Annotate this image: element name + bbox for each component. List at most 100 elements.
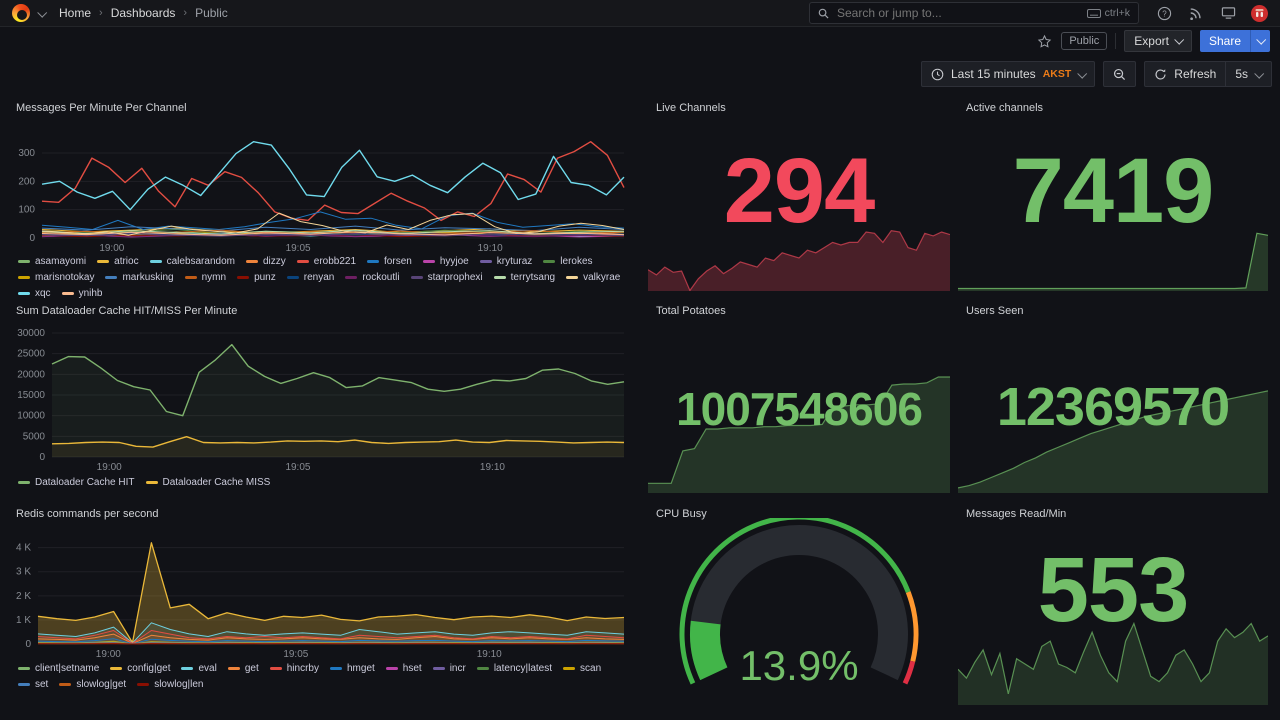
legend-item-hset[interactable]: hset xyxy=(385,662,422,675)
legend-item-get[interactable]: get xyxy=(227,662,259,675)
breadcrumb-home[interactable]: Home xyxy=(59,6,92,20)
shortcut-hint: ctrl+k xyxy=(1086,7,1130,19)
legend-item-punz[interactable]: punz xyxy=(237,271,276,284)
panel-title[interactable]: Messages Per Minute Per Channel xyxy=(16,102,187,114)
dataloader-chart[interactable]: 0 5000 10000 15000 20000 25000 30000 19:00 19:05… xyxy=(8,325,632,473)
redis-chart[interactable]: 0 1 K 2 K 3 K 4 K 19:00 19:05 19:10 xyxy=(8,530,632,660)
legend-item-atrioc[interactable]: atrioc xyxy=(97,255,139,268)
legend-item-hyyjoe[interactable]: hyyjoe xyxy=(422,255,469,268)
legend-label: calebsarandom xyxy=(166,256,235,267)
legend-item-renyan[interactable]: renyan xyxy=(286,271,334,284)
legend-swatch xyxy=(97,260,110,263)
legend-item-set[interactable]: set xyxy=(18,678,48,691)
time-range-picker[interactable]: Last 15 minutes AKST xyxy=(920,61,1096,87)
panel-title[interactable]: Redis commands per second xyxy=(16,508,159,520)
public-tag[interactable]: Public xyxy=(1061,32,1108,50)
legend-item-hmget[interactable]: hmget xyxy=(330,662,375,675)
legend-label: ynihb xyxy=(78,288,103,299)
refresh-interval-select[interactable]: 5s xyxy=(1226,61,1272,87)
legend-item-Dataloader Cache MISS[interactable]: Dataloader Cache MISS xyxy=(145,476,271,489)
legend-item-hincrby[interactable]: hincrby xyxy=(269,662,319,675)
legend-item-slowlog|len[interactable]: slowlog|len xyxy=(137,678,204,691)
legend-item-client|setname[interactable]: client|setname xyxy=(18,662,99,675)
user-avatar[interactable] xyxy=(1251,4,1268,22)
messages-chart[interactable]: 0 100 200 300 19:00 19:05 19:10 xyxy=(8,128,632,254)
panel-title[interactable]: Live Channels xyxy=(656,102,726,114)
breadcrumb-public[interactable]: Public xyxy=(195,6,228,20)
legend-label: set xyxy=(35,679,49,690)
legend-swatch xyxy=(137,683,150,686)
search-icon xyxy=(818,8,829,19)
legend-item-xqc[interactable]: xqc xyxy=(18,287,51,300)
share-menu-caret[interactable] xyxy=(1250,30,1270,52)
legend-item-starprophexi[interactable]: starprophexi xyxy=(410,271,483,284)
legend-item-terrytsang[interactable]: terrytsang xyxy=(493,271,555,284)
cpu-busy-gauge[interactable]: 13.9% xyxy=(659,514,939,705)
legend-label: xqc xyxy=(35,288,51,299)
help-icon[interactable]: ? xyxy=(1155,4,1173,22)
breadcrumb-separator: › xyxy=(99,7,103,19)
legend-item-markusking[interactable]: markusking xyxy=(105,271,174,284)
legend-swatch xyxy=(330,667,342,670)
legend-item-rockoutli[interactable]: rockoutli xyxy=(345,271,400,284)
legend-item-lerokes[interactable]: lerokes xyxy=(543,255,593,268)
monitor-icon[interactable] xyxy=(1219,4,1237,22)
star-icon[interactable] xyxy=(1035,32,1053,50)
legend-item-latency|latest[interactable]: latency|latest xyxy=(476,662,552,675)
share-button[interactable]: Share xyxy=(1199,30,1250,52)
svg-text:2 K: 2 K xyxy=(16,591,31,602)
legend-item-kryturaz[interactable]: kryturaz xyxy=(479,255,532,268)
panel-title[interactable]: Messages Read/Min xyxy=(966,508,1067,520)
panel-title[interactable]: CPU Busy xyxy=(656,508,707,520)
news-rss-icon[interactable] xyxy=(1187,4,1205,22)
legend-item-erobb221[interactable]: erobb221 xyxy=(296,255,356,268)
active-channels-sparkline[interactable] xyxy=(958,225,1269,291)
legend-item-config|get[interactable]: config|get xyxy=(110,662,170,675)
legend-swatch xyxy=(18,276,30,279)
breadcrumb-separator: › xyxy=(183,7,188,19)
legend-label: scan xyxy=(580,663,602,674)
panel-title[interactable]: Sum Dataloader Cache HIT/MISS Per Minute xyxy=(16,305,238,317)
live-channels-sparkline[interactable] xyxy=(647,225,951,292)
legend-item-valkyrae[interactable]: valkyrae xyxy=(566,271,620,284)
legend-item-nymn[interactable]: nymn xyxy=(184,271,226,284)
legend-label: Dataloader Cache MISS xyxy=(162,477,271,488)
svg-text:4 K: 4 K xyxy=(16,543,31,554)
legend-item-Dataloader Cache HIT[interactable]: Dataloader Cache HIT xyxy=(18,476,135,489)
legend-item-asamayomi[interactable]: asamayomi xyxy=(18,255,86,268)
breadcrumb-dashboards[interactable]: Dashboards xyxy=(110,6,176,20)
legend-swatch xyxy=(145,481,158,484)
dataloader-legend: Dataloader Cache HIT Dataloader Cache MIS… xyxy=(18,476,628,489)
legend-item-incr[interactable]: incr xyxy=(432,662,466,675)
panel-title[interactable]: Active channels xyxy=(966,102,1044,114)
legend-swatch xyxy=(422,260,435,263)
dashboard-actions: Public Export Share xyxy=(1035,30,1270,52)
legend-item-dizzy[interactable]: dizzy xyxy=(245,255,286,268)
legend-item-marisnotokay[interactable]: marisnotokay xyxy=(18,271,94,284)
messages-read-sparkline[interactable] xyxy=(957,616,1269,705)
chevron-down-icon[interactable] xyxy=(37,7,48,18)
grafana-logo[interactable] xyxy=(12,4,30,22)
legend-item-ynihb[interactable]: ynihb xyxy=(61,287,103,300)
panel-title[interactable]: Total Potatoes xyxy=(656,305,726,317)
active-channels-value: 7419 xyxy=(1012,139,1215,242)
legend-item-forsen[interactable]: forsen xyxy=(367,255,412,268)
legend-label: rockoutli xyxy=(362,272,400,283)
search-box[interactable]: ctrl+k xyxy=(809,2,1139,24)
legend-swatch xyxy=(59,683,72,686)
legend-item-scan[interactable]: scan xyxy=(563,662,601,675)
panel-dataloader-cache: Sum Dataloader Cache HIT/MISS Per Minute… xyxy=(8,299,632,495)
legend-item-calebsarandom[interactable]: calebsarandom xyxy=(149,255,235,268)
users-seen-sparkline[interactable] xyxy=(957,365,1269,493)
panel-title[interactable]: Users Seen xyxy=(966,305,1024,317)
zoom-out-icon xyxy=(1114,68,1126,80)
legend-item-slowlog|get[interactable]: slowlog|get xyxy=(59,678,126,691)
total-potatoes-sparkline[interactable] xyxy=(648,365,950,493)
legend-label: slowlog|get xyxy=(76,679,127,690)
legend-swatch xyxy=(479,260,492,263)
search-input[interactable] xyxy=(835,5,1081,21)
zoom-out-button[interactable] xyxy=(1103,61,1137,87)
export-button[interactable]: Export xyxy=(1124,30,1192,52)
refresh-button[interactable]: Refresh xyxy=(1144,61,1227,87)
legend-item-eval[interactable]: eval xyxy=(181,662,217,675)
